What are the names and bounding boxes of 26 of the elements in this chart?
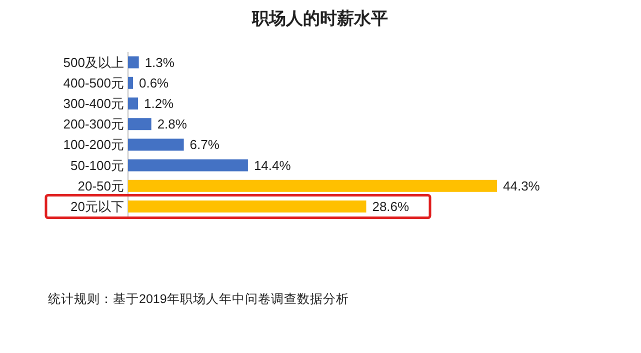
bar	[128, 180, 497, 192]
data-label: 0.6%	[139, 75, 170, 90]
bar	[128, 56, 139, 68]
data-label: 28.6%	[372, 199, 410, 214]
data-label: 1.2%	[144, 96, 174, 111]
data-label: 1.3%	[144, 54, 175, 70]
y-tick-label: 300-400元	[63, 96, 124, 111]
data-label: 14.4%	[254, 158, 292, 173]
y-tick-label: 50-100元	[70, 158, 124, 173]
data-label: 44.3%	[503, 178, 540, 194]
data-label: 2.8%	[157, 116, 188, 132]
y-tick-label: 400-500元	[63, 75, 124, 90]
y-tick-label: 100-200元	[63, 137, 124, 152]
y-tick-label: 200-300元	[63, 116, 124, 132]
bar	[128, 200, 366, 212]
text: 统计规则：基于2019年职场人年中问卷调查数据分析	[48, 292, 349, 306]
bar	[128, 118, 152, 130]
y-tick-label: 20元以下	[70, 199, 124, 214]
data-label: 6.7%	[190, 137, 220, 152]
bar	[128, 159, 248, 172]
y-tick-label: 500及以上	[63, 54, 124, 70]
bar	[128, 76, 133, 89]
chart-title: 职场人的时薪水平	[251, 9, 388, 28]
bar	[128, 98, 138, 110]
y-tick-label: 20-50元	[78, 178, 124, 194]
bar	[128, 138, 184, 151]
